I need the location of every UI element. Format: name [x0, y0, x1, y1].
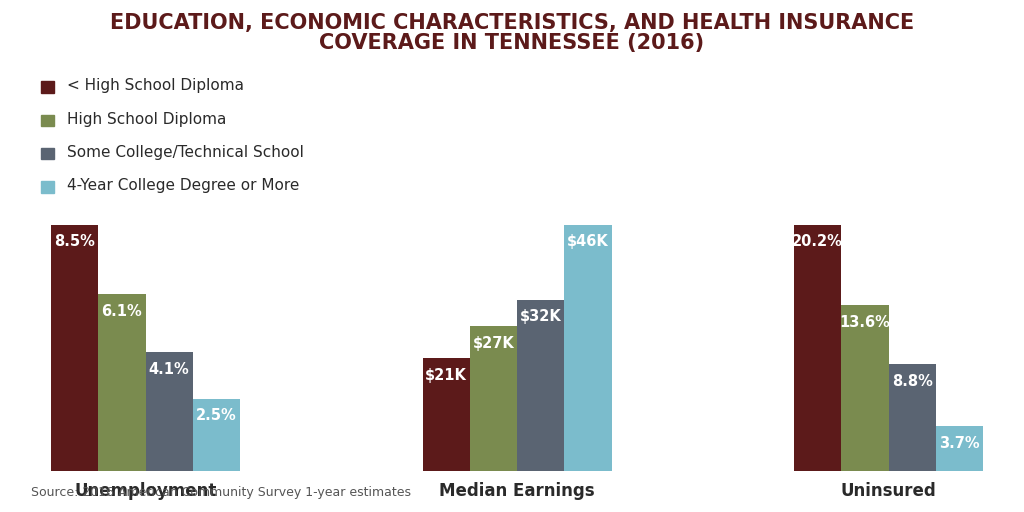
Bar — [423, 358, 470, 471]
Text: COVERAGE IN TENNESSEE (2016): COVERAGE IN TENNESSEE (2016) — [319, 33, 705, 53]
Bar — [936, 426, 983, 471]
Text: 4.1%: 4.1% — [148, 362, 189, 377]
Bar — [889, 364, 936, 471]
Text: 4-Year College Degree or More: 4-Year College Degree or More — [67, 178, 299, 193]
Bar — [794, 225, 842, 471]
Bar — [51, 225, 98, 471]
Text: 13.6%: 13.6% — [840, 315, 891, 330]
Bar — [193, 398, 241, 471]
Text: Source: 2016 American Community Survey 1-year estimates: Source: 2016 American Community Survey 1… — [31, 486, 411, 499]
Bar — [564, 225, 611, 471]
Text: Some College/Technical School: Some College/Technical School — [67, 145, 304, 160]
Text: $32K: $32K — [520, 309, 561, 325]
Text: 8.5%: 8.5% — [54, 234, 95, 249]
Text: $46K: $46K — [567, 234, 609, 249]
Text: 2.5%: 2.5% — [197, 409, 237, 423]
Text: $21K: $21K — [425, 368, 467, 383]
Bar — [145, 352, 193, 471]
Text: 20.2%: 20.2% — [793, 234, 843, 249]
Text: EDUCATION, ECONOMIC CHARACTERISTICS, AND HEALTH INSURANCE: EDUCATION, ECONOMIC CHARACTERISTICS, AND… — [110, 13, 914, 33]
Text: 8.8%: 8.8% — [892, 374, 933, 389]
Text: < High School Diploma: < High School Diploma — [67, 78, 244, 93]
Text: 6.1%: 6.1% — [101, 304, 142, 319]
Bar — [98, 294, 145, 471]
Bar — [470, 326, 517, 471]
Text: $27K: $27K — [473, 336, 514, 351]
Text: 3.7%: 3.7% — [939, 436, 980, 451]
Bar — [842, 305, 889, 471]
Bar — [517, 300, 564, 471]
Text: High School Diploma: High School Diploma — [67, 112, 226, 126]
